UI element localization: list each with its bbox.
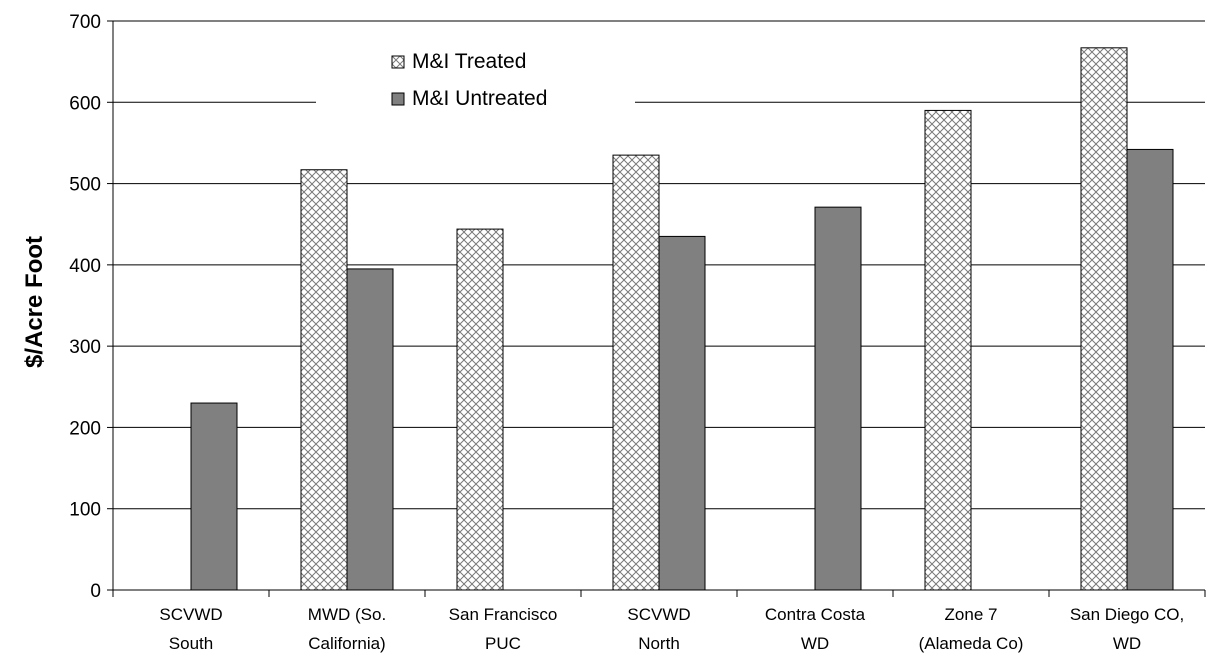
y-tick-label: 600 xyxy=(69,93,101,114)
y-tick-label: 300 xyxy=(69,337,101,358)
legend: M&I Treated M&I Untreated xyxy=(391,50,547,110)
bar-untreated xyxy=(190,402,238,591)
bar-untreated xyxy=(346,268,394,591)
bars-layer xyxy=(190,47,1174,591)
y-axis-title: $/Acre Foot xyxy=(21,236,48,368)
y-tick-label: 500 xyxy=(69,175,101,196)
bar-treated xyxy=(300,169,348,591)
bar-treated xyxy=(456,228,504,591)
category-label: Contra Costa WD xyxy=(765,605,866,653)
bar-untreated xyxy=(814,206,862,591)
category-label: SCVWD North xyxy=(627,605,690,653)
legend-label-untreated: M&I Untreated xyxy=(412,87,547,110)
category-label: San Diego CO, WD xyxy=(1070,605,1184,653)
category-label: MWD (So. California) xyxy=(308,605,386,653)
legend-swatch-treated xyxy=(391,55,405,69)
y-tick-labels: 0 100 200 300 400 500 600 700 xyxy=(69,12,101,602)
legend-swatch-untreated xyxy=(391,92,405,106)
bar-treated xyxy=(924,109,972,591)
y-tick-label: 400 xyxy=(69,256,101,277)
bar-treated xyxy=(612,154,660,591)
category-label: Zone 7 (Alameda Co) xyxy=(919,605,1024,653)
bar-treated xyxy=(1080,47,1128,591)
y-tick-label: 0 xyxy=(90,581,101,602)
category-label: San Francisco PUC xyxy=(449,605,558,653)
legend-label-treated: M&I Treated xyxy=(412,50,526,73)
category-label: SCVWD South xyxy=(159,605,222,653)
bar-untreated xyxy=(658,235,706,591)
category-labels: SCVWD South MWD (So. California) San Francis… xyxy=(159,605,1184,653)
y-tick-label: 100 xyxy=(69,500,101,521)
axes xyxy=(107,20,1206,597)
y-tick-label: 700 xyxy=(69,12,101,33)
y-tick-label: 200 xyxy=(69,418,101,439)
bar-untreated xyxy=(1126,148,1174,591)
